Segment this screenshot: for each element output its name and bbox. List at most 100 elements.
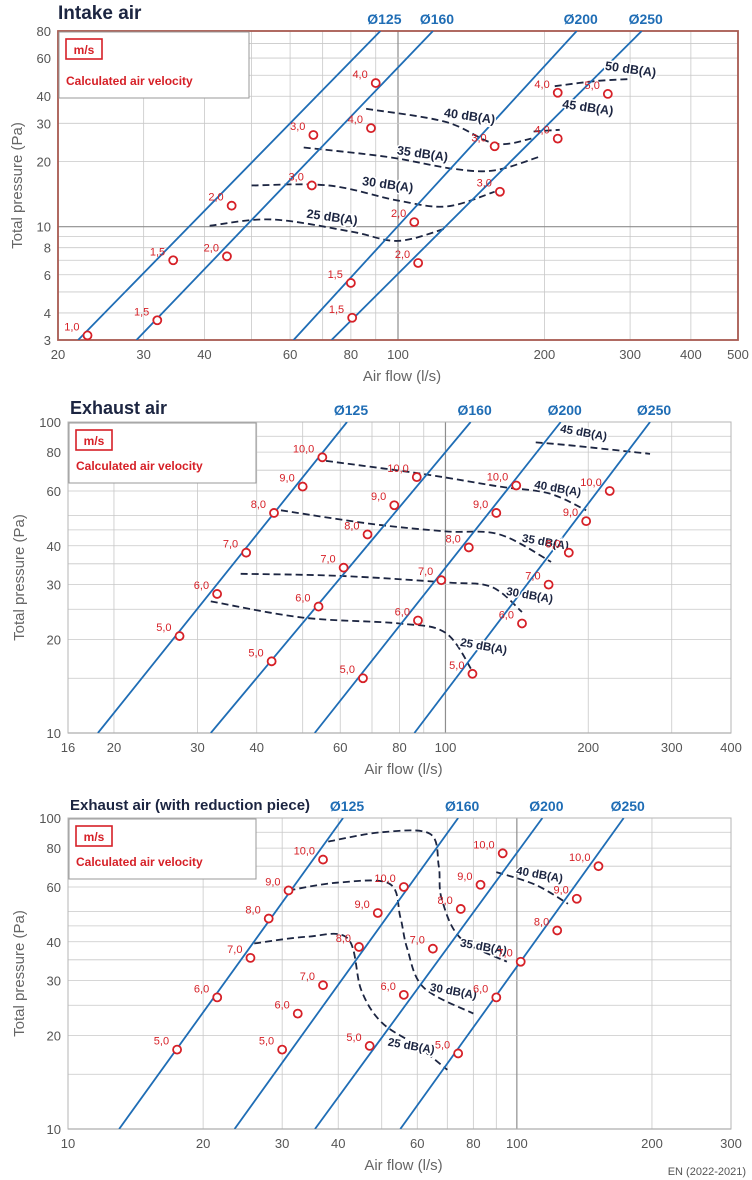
y-tick-label: 80 — [47, 841, 61, 856]
chart-1: 20 30 40 60 80 100 200 300 400 500 3 4 6 8 10 20 30 40 60 8… — [9, 3, 749, 385]
velocity-label: 6,0 — [395, 607, 410, 619]
velocity-label: 2,0 — [391, 208, 406, 220]
y-tick-label: 30 — [37, 116, 51, 131]
velocity-marker — [306, 180, 317, 191]
x-tick-label: 20 — [51, 347, 65, 362]
legend-unit-label: m/s — [84, 434, 105, 448]
duct-line-Ø250 — [413, 422, 651, 733]
velocity-marker — [552, 925, 563, 936]
velocity-marker — [398, 989, 409, 1000]
duct-line-Ø125 — [97, 422, 348, 733]
velocity-marker — [318, 980, 328, 991]
velocity-label: 7,0 — [497, 948, 512, 960]
y-tick-label: 3 — [44, 333, 51, 348]
legend-unit-box — [65, 38, 103, 60]
velocity-marker — [463, 542, 474, 553]
velocity-marker — [453, 1048, 464, 1059]
x-tick-label: 40 — [197, 347, 211, 362]
x-tick-label: 80 — [344, 347, 358, 362]
velocity-label: 8,0 — [336, 933, 351, 945]
velocity-label: 9,0 — [354, 899, 369, 911]
x-tick-label: 500 — [727, 347, 749, 362]
x-tick-label: 200 — [577, 740, 599, 755]
y-tick-label: 40 — [47, 539, 61, 554]
velocity-label: 7,0 — [418, 566, 433, 578]
duct-line-Ø250 — [399, 818, 625, 1129]
y-tick-label: 20 — [37, 154, 51, 169]
velocity-marker — [266, 656, 277, 667]
x-tick-label: 30 — [275, 1136, 289, 1151]
velocity-marker — [543, 579, 554, 590]
x-tick-label: 400 — [680, 347, 702, 362]
velocity-marker — [245, 952, 256, 963]
velocity-marker — [269, 508, 279, 518]
y-tick-label: 80 — [37, 24, 51, 39]
legend: m/s Calculated air velocity — [68, 818, 257, 880]
noise-label: 30 dB(A) — [361, 174, 414, 195]
x-tick-label: 10 — [61, 1136, 75, 1151]
velocity-label: 5,0 — [248, 647, 263, 659]
velocity-marker — [174, 631, 185, 641]
x-tick-label: 300 — [661, 740, 683, 755]
velocity-marker — [297, 481, 308, 492]
velocity-label: 5,0 — [154, 1036, 169, 1048]
velocity-label: 10,0 — [294, 846, 315, 858]
velocity-label: 2,0 — [208, 192, 223, 204]
chart-title: Exhaust air (with reduction piece) — [70, 797, 310, 814]
velocity-marker — [212, 992, 223, 1003]
velocity-marker — [495, 186, 505, 197]
velocity-label: 3,0 — [290, 121, 305, 133]
velocity-label: 2,0 — [395, 249, 410, 261]
x-tick-label: 30 — [190, 740, 204, 755]
velocity-marker — [398, 882, 409, 892]
velocity-label: 7,0 — [223, 539, 238, 551]
series-name-label: Ø160 — [420, 11, 454, 27]
x-tick-label: 30 — [136, 347, 150, 362]
velocity-label: 3,0 — [477, 178, 492, 190]
y-tick-label: 30 — [47, 974, 61, 989]
noise-curve — [325, 459, 587, 512]
chart-2: 16 20 30 40 60 80 100 200 300 400 10 20 30 40 60 80 100 A… — [11, 398, 742, 778]
y-tick-label: 10 — [37, 220, 51, 235]
velocity-label: 7,0 — [300, 971, 315, 983]
y-tick-label: 60 — [47, 880, 61, 895]
duct-line-Ø125 — [118, 818, 344, 1129]
velocity-marker — [604, 486, 615, 496]
velocity-marker — [212, 589, 223, 599]
chart-title: Intake air — [58, 3, 142, 24]
duct-line-Ø160 — [233, 818, 459, 1129]
velocity-label: 7,0 — [525, 571, 540, 583]
series-name-label: Ø125 — [330, 798, 364, 814]
velocity-label: 8,0 — [534, 916, 549, 928]
velocity-label: 5,0 — [156, 622, 171, 634]
velocity-marker — [413, 615, 423, 626]
y-tick-label: 100 — [39, 415, 61, 430]
duct-line-Ø160 — [135, 31, 434, 340]
velocity-marker — [491, 992, 502, 1003]
x-tick-label: 40 — [249, 740, 263, 755]
velocity-marker — [455, 904, 466, 914]
velocity-label: 9,0 — [265, 876, 280, 888]
velocity-marker — [511, 480, 522, 491]
velocity-marker — [552, 133, 563, 144]
velocity-marker — [571, 893, 582, 904]
noise-curve — [254, 932, 448, 1071]
velocity-label: 1,5 — [150, 246, 165, 258]
noise-label: 50 dB(A) — [604, 59, 657, 80]
x-tick-label: 300 — [619, 347, 641, 362]
velocity-marker — [581, 516, 592, 527]
y-tick-label: 8 — [44, 241, 51, 256]
velocity-label: 1,5 — [134, 306, 149, 318]
velocity-label: 10,0 — [487, 471, 508, 483]
velocity-marker — [362, 529, 373, 540]
y-tick-label: 100 — [39, 811, 61, 826]
series-name-label: Ø125 — [367, 11, 401, 27]
x-tick-label: 60 — [283, 347, 297, 362]
velocity-label: 1,5 — [328, 269, 343, 281]
velocity-label: 1,0 — [64, 321, 79, 333]
velocity-label: 9,0 — [371, 491, 386, 503]
velocity-label: 7,0 — [227, 944, 242, 956]
velocity-label: 5,0 — [585, 80, 600, 92]
series-name-label: Ø200 — [548, 402, 582, 418]
